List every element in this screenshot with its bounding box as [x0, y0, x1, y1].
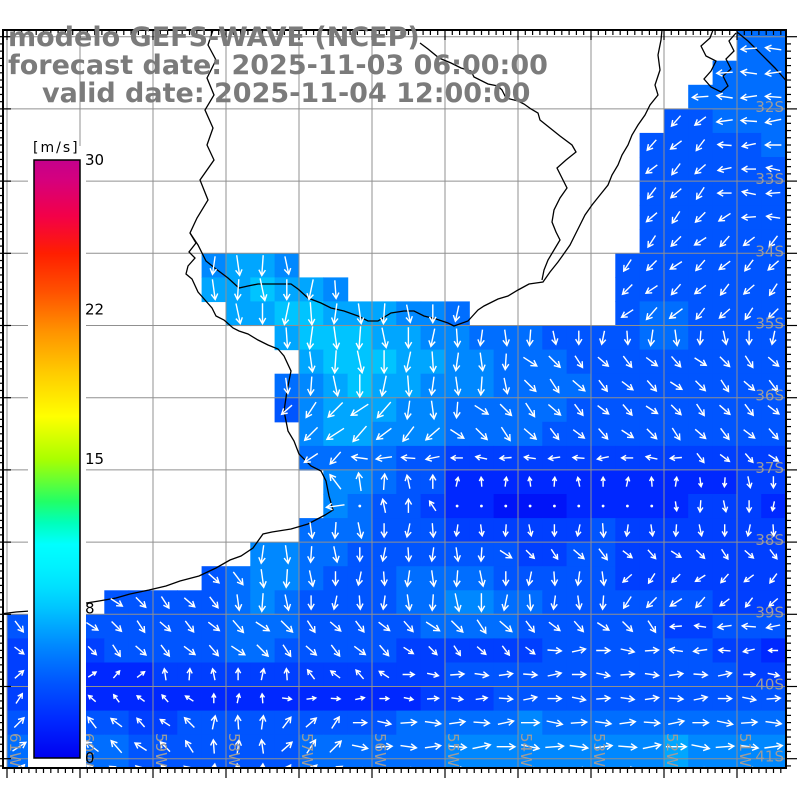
colorbar-tick-label: 8	[85, 600, 95, 618]
coastline-layer	[3, 30, 786, 615]
lon-label: 51W	[736, 733, 754, 767]
colorbar-gradient	[33, 159, 81, 759]
colorbar: 30 22 15 8 0 [m/s]	[28, 140, 104, 772]
coastline-patos-lagoon-knot	[700, 30, 737, 93]
colorbar-tick-label: 30	[85, 151, 104, 169]
graticule-lines	[3, 30, 786, 768]
lon-label: 53W	[590, 733, 608, 767]
lat-label: 37S	[755, 459, 784, 477]
coastline-inland-lagoon-waterway	[419, 42, 577, 281]
colorbar-tick-label: 22	[85, 301, 104, 319]
lat-label: 40S	[755, 676, 784, 694]
lon-label: 57W	[298, 733, 316, 767]
lat-label: 32S	[755, 98, 784, 116]
colorbar-units-label: [m/s]	[33, 140, 80, 156]
coastline-northeast-corner-coast	[736, 31, 786, 82]
colorbar-tick-label: 15	[85, 450, 104, 468]
lon-label: 58W	[225, 733, 243, 767]
lat-label: 41S	[755, 748, 784, 766]
lon-label: 59W	[152, 733, 170, 767]
lon-label: 56W	[371, 733, 389, 767]
colorbar-tick-labels: 30 22 15 8 0	[85, 151, 104, 767]
lon-label: 55W	[444, 733, 462, 767]
lat-label: 39S	[755, 603, 784, 621]
lon-label: 61W	[6, 733, 24, 767]
lon-label: 52W	[663, 733, 681, 767]
colorbar-tick-label: 0	[85, 749, 95, 767]
lat-label: 36S	[755, 387, 784, 405]
longitude-labels: 61W 60W 59W 58W 57W 56W 55W 54W 53W 52W 51W	[6, 733, 754, 767]
lat-label: 33S	[755, 170, 784, 188]
coastline-parana-river-and-argentine-coast	[3, 30, 334, 615]
lat-label: 34S	[755, 242, 784, 260]
direction-arrow-field	[12, 44, 784, 768]
lat-label: 38S	[755, 531, 784, 549]
axis-tick-marks	[0, 30, 797, 778]
lon-label: 54W	[517, 733, 535, 767]
heat-cell-grid	[7, 30, 786, 768]
coastline-uruguay-coast	[189, 30, 663, 327]
latitude-labels: 32S 33S 34S 35S 36S 37S 38S 39S 40S 41S	[755, 98, 784, 766]
lat-label: 35S	[755, 315, 784, 333]
